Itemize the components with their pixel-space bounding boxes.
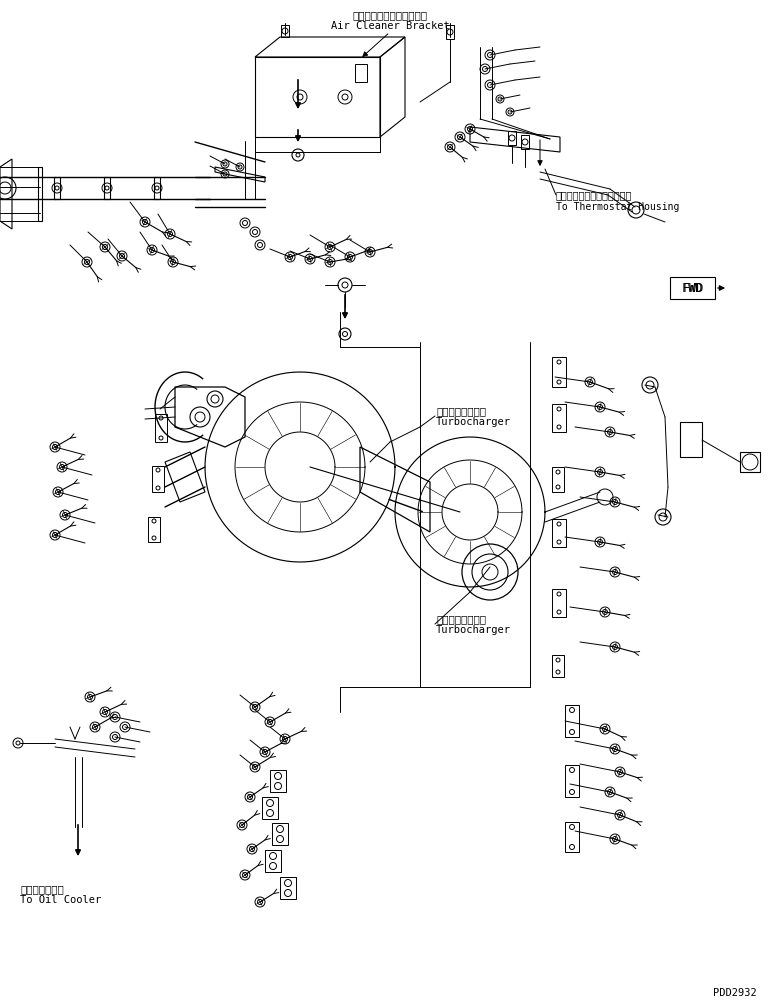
Bar [280, 877, 296, 899]
Bar [552, 519, 566, 547]
Text: FWD: FWD [682, 282, 704, 294]
Bar [565, 705, 579, 737]
Text: PDD2932: PDD2932 [713, 988, 757, 998]
Text: オイルクーラへ: オイルクーラへ [20, 884, 64, 894]
Bar [565, 822, 579, 852]
Bar [148, 517, 160, 542]
Text: サーモスタットハウジングへ: サーモスタットハウジングへ [556, 190, 632, 200]
Polygon shape [175, 387, 245, 447]
Text: FWD: FWD [681, 282, 703, 294]
Bar [355, 64, 367, 82]
Bar [446, 25, 454, 39]
Text: To Thermostat Housing: To Thermostat Housing [556, 202, 679, 212]
Bar [740, 452, 760, 472]
Bar [152, 466, 164, 492]
Bar [552, 589, 566, 617]
Text: ターボチャージャ: ターボチャージャ [436, 406, 486, 416]
Bar [270, 770, 286, 792]
Bar [262, 797, 278, 819]
Text: To Oil Cooler: To Oil Cooler [20, 895, 101, 905]
Bar [552, 655, 564, 677]
Bar [272, 823, 288, 845]
Text: Turbocharger: Turbocharger [436, 417, 511, 427]
Bar [508, 131, 516, 145]
Text: Air Cleaner Bracket: Air Cleaner Bracket [331, 21, 449, 31]
Bar [265, 850, 281, 872]
Bar [552, 467, 564, 492]
Bar [521, 135, 529, 149]
Bar [552, 357, 566, 387]
Text: ターボチャージャ: ターボチャージャ [436, 614, 486, 624]
Bar [552, 404, 566, 432]
Text: Turbocharger: Turbocharger [436, 625, 511, 635]
Bar [680, 422, 702, 457]
Bar [155, 414, 167, 442]
Bar [565, 765, 579, 797]
Text: エアークリーナブラケット: エアークリーナブラケット [352, 10, 428, 20]
Bar [281, 25, 289, 37]
